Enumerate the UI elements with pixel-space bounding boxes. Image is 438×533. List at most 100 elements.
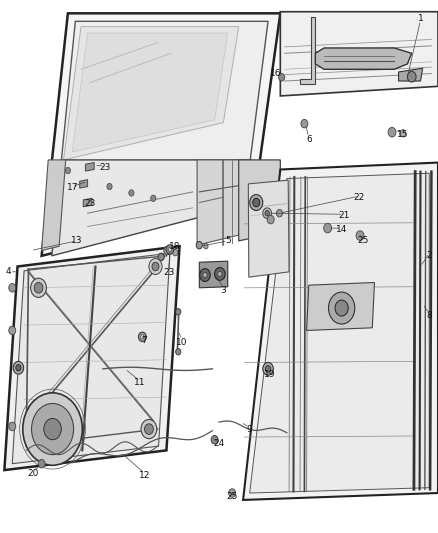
Polygon shape: [300, 17, 315, 84]
Circle shape: [267, 215, 274, 224]
Text: 22: 22: [353, 193, 365, 201]
Circle shape: [211, 435, 218, 444]
Polygon shape: [280, 12, 438, 96]
Circle shape: [200, 269, 210, 281]
Polygon shape: [80, 180, 88, 188]
Text: 16: 16: [270, 69, 282, 78]
Polygon shape: [250, 173, 429, 493]
Circle shape: [107, 183, 112, 190]
Circle shape: [141, 419, 157, 439]
Circle shape: [253, 198, 260, 207]
Circle shape: [9, 422, 16, 431]
Polygon shape: [199, 261, 228, 288]
Circle shape: [145, 424, 153, 434]
Circle shape: [173, 249, 178, 256]
Text: 20: 20: [27, 469, 39, 478]
Circle shape: [203, 272, 207, 278]
Circle shape: [400, 130, 406, 137]
Text: 23: 23: [163, 269, 174, 277]
Polygon shape: [83, 198, 92, 207]
Circle shape: [166, 245, 174, 254]
Polygon shape: [399, 68, 423, 81]
Circle shape: [176, 349, 181, 355]
Text: 14: 14: [336, 225, 347, 233]
Circle shape: [65, 167, 71, 174]
Circle shape: [164, 246, 171, 255]
Polygon shape: [12, 253, 170, 464]
Polygon shape: [72, 33, 228, 152]
Circle shape: [149, 259, 162, 274]
Polygon shape: [42, 160, 66, 251]
Text: 10: 10: [176, 338, 187, 346]
Circle shape: [265, 366, 271, 372]
Text: 5: 5: [225, 237, 231, 245]
Text: 6: 6: [306, 135, 312, 144]
Text: 2: 2: [427, 252, 432, 260]
Text: 3: 3: [220, 286, 226, 295]
Text: 25: 25: [226, 492, 238, 501]
Text: 1: 1: [417, 14, 424, 23]
Circle shape: [335, 300, 348, 316]
Circle shape: [388, 127, 396, 137]
Circle shape: [229, 489, 236, 497]
Circle shape: [16, 365, 21, 371]
Circle shape: [32, 403, 74, 455]
Text: 9: 9: [247, 425, 253, 433]
Text: 15: 15: [397, 130, 409, 139]
Polygon shape: [64, 27, 239, 160]
Circle shape: [31, 278, 46, 297]
Circle shape: [196, 241, 202, 249]
Circle shape: [328, 292, 355, 324]
Polygon shape: [42, 13, 280, 256]
Polygon shape: [307, 282, 374, 330]
Circle shape: [9, 284, 16, 292]
Circle shape: [250, 195, 263, 211]
Text: 17: 17: [67, 183, 78, 192]
Text: 18: 18: [170, 242, 181, 251]
Text: 25: 25: [358, 237, 369, 245]
Circle shape: [138, 332, 146, 342]
Circle shape: [23, 393, 82, 465]
Text: 8: 8: [426, 311, 432, 320]
Text: 24: 24: [213, 439, 225, 448]
Circle shape: [129, 190, 134, 196]
Circle shape: [215, 268, 225, 280]
Circle shape: [265, 211, 269, 216]
Text: 21: 21: [338, 212, 350, 220]
Circle shape: [44, 418, 61, 440]
Circle shape: [263, 208, 272, 219]
Circle shape: [13, 361, 24, 374]
Text: 23: 23: [99, 164, 111, 172]
Text: 23: 23: [84, 199, 95, 208]
Circle shape: [152, 262, 159, 271]
Circle shape: [158, 253, 164, 261]
Circle shape: [276, 209, 283, 217]
Circle shape: [176, 309, 181, 315]
Text: 11: 11: [134, 378, 146, 387]
Polygon shape: [243, 163, 438, 500]
Text: 7: 7: [141, 336, 148, 344]
Polygon shape: [239, 160, 280, 241]
Text: 12: 12: [139, 471, 150, 480]
Text: 13: 13: [71, 237, 82, 245]
Circle shape: [356, 231, 364, 240]
Circle shape: [218, 271, 222, 277]
Polygon shape: [197, 160, 252, 245]
Circle shape: [38, 459, 45, 468]
Polygon shape: [85, 163, 94, 171]
Circle shape: [407, 71, 416, 82]
Circle shape: [168, 247, 172, 252]
Circle shape: [263, 362, 273, 375]
Text: 19: 19: [264, 370, 275, 378]
Polygon shape: [52, 160, 252, 256]
Circle shape: [34, 282, 43, 293]
Polygon shape: [248, 180, 289, 277]
Polygon shape: [315, 48, 412, 69]
Circle shape: [279, 74, 285, 81]
Circle shape: [151, 195, 156, 201]
Circle shape: [301, 119, 308, 128]
Polygon shape: [4, 246, 180, 470]
Circle shape: [204, 244, 208, 249]
Polygon shape: [53, 21, 268, 248]
Circle shape: [9, 326, 16, 335]
